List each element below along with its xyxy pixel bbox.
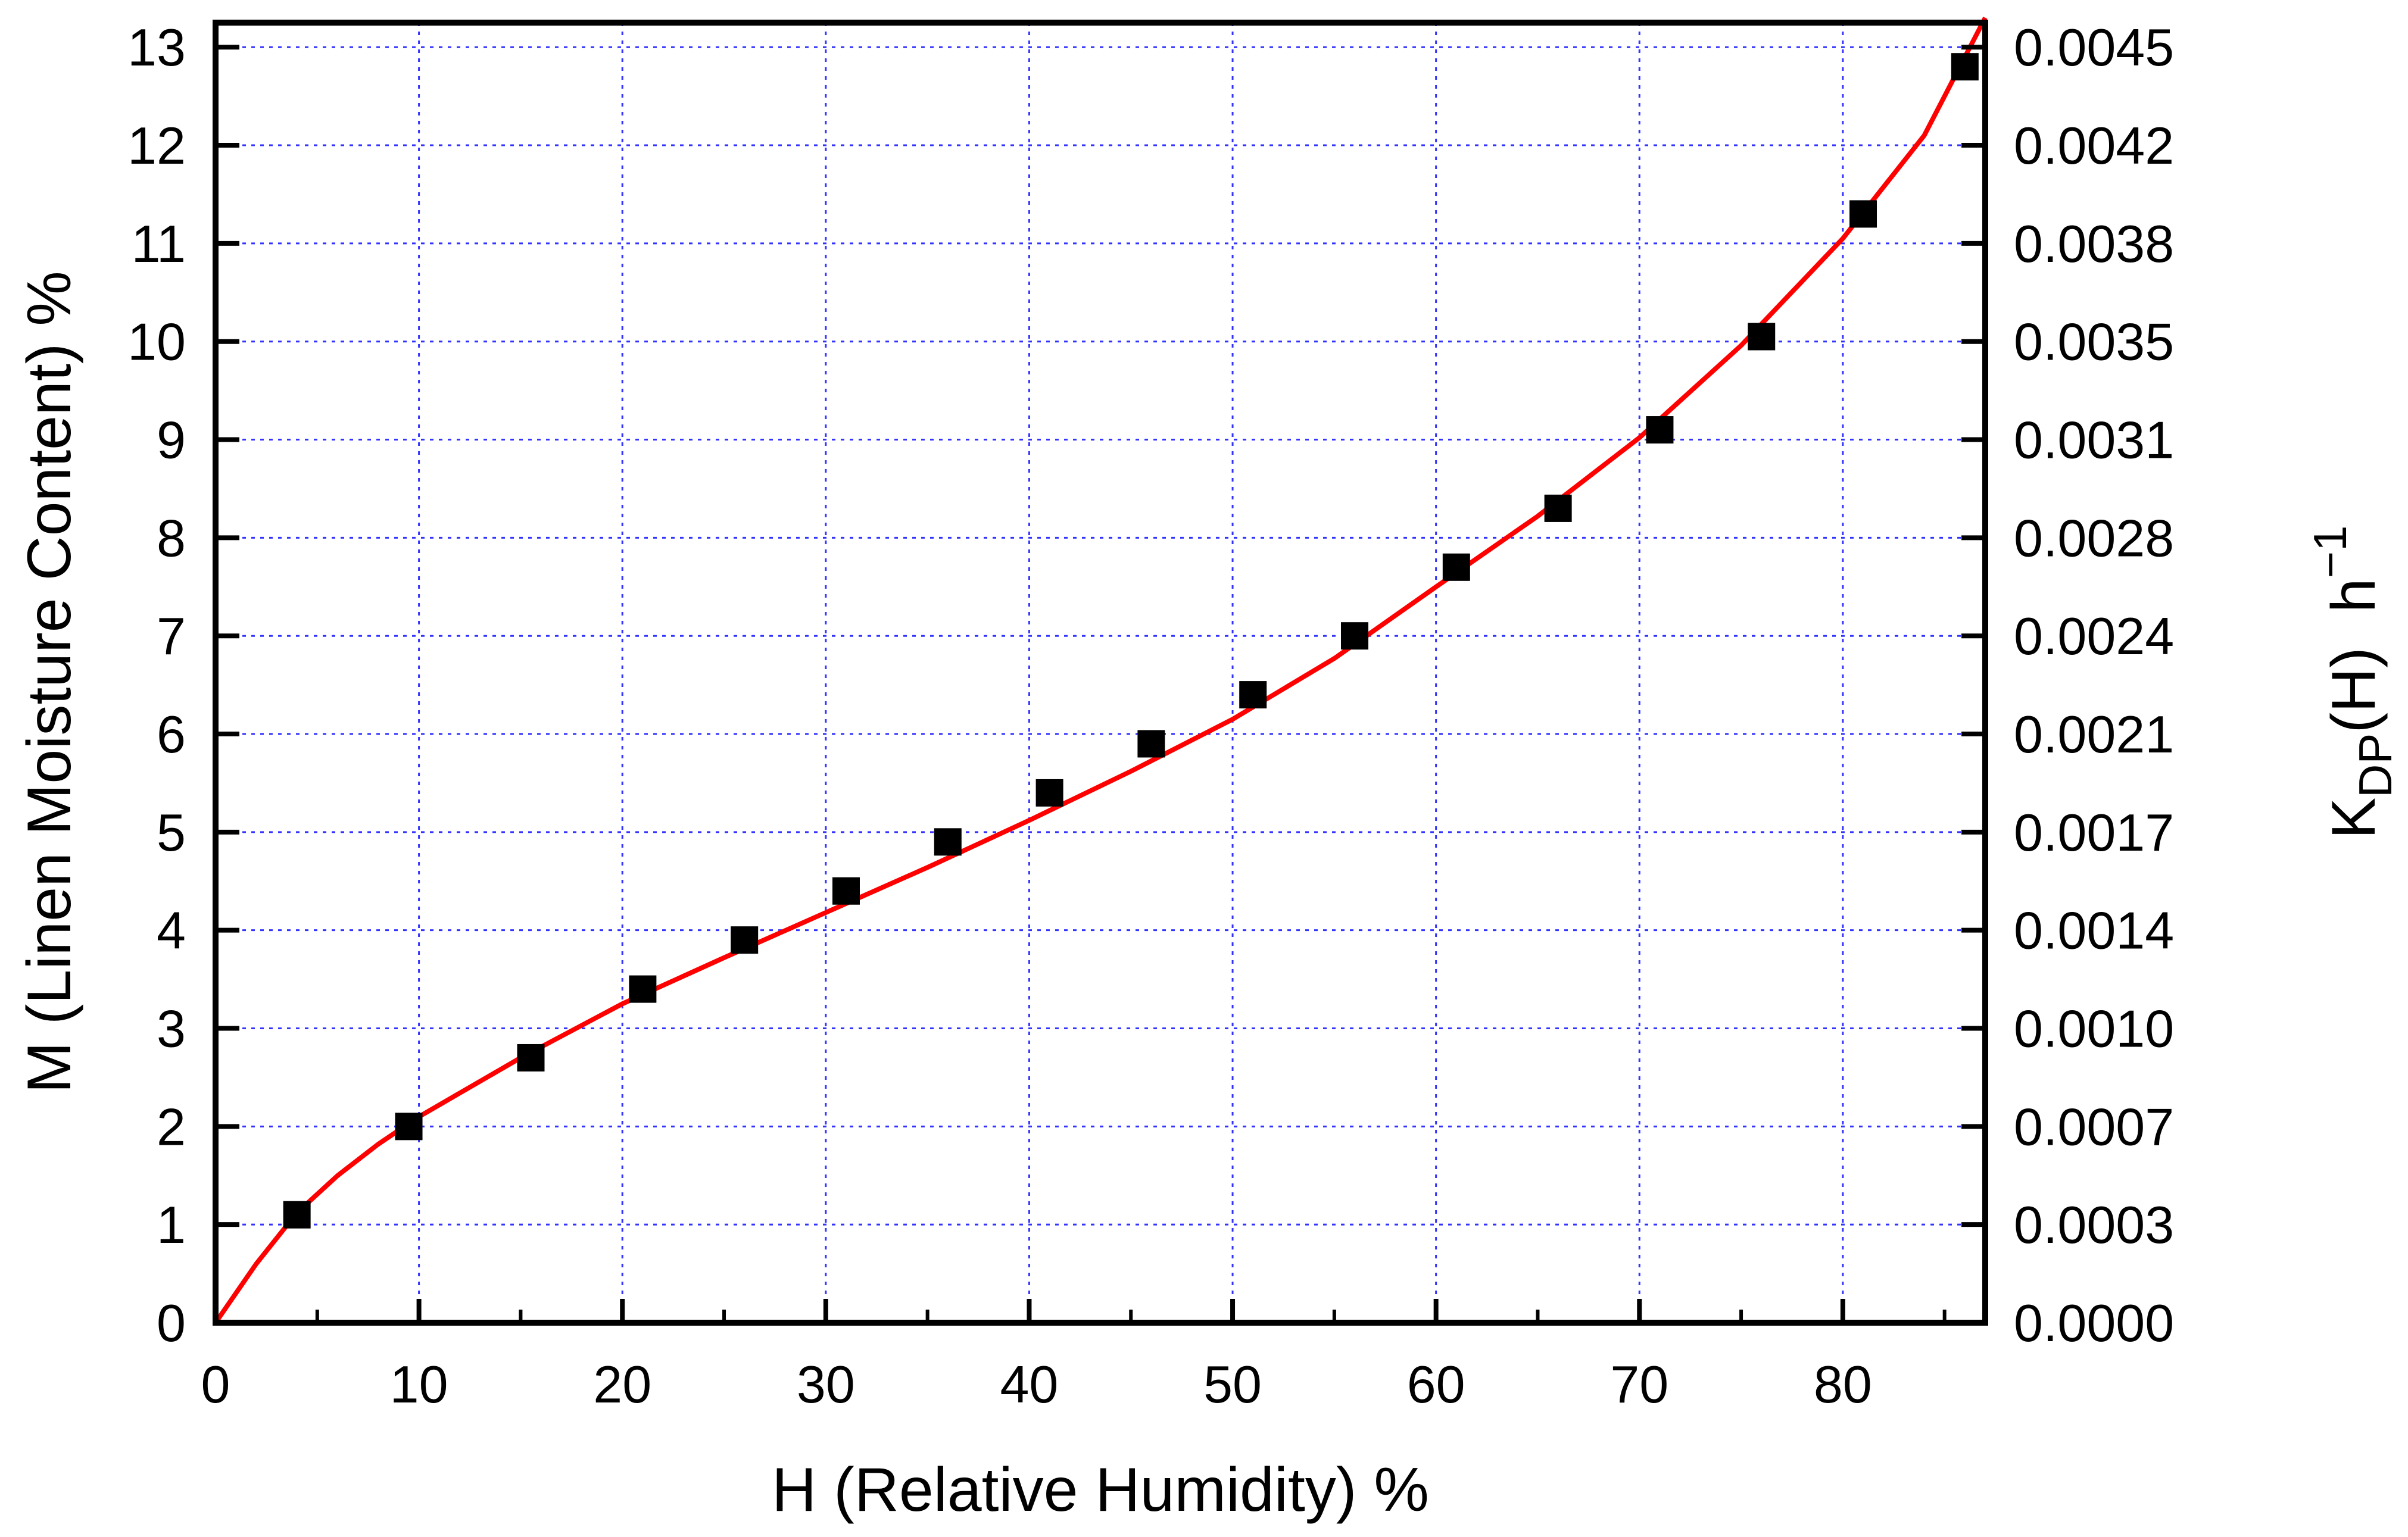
y-tick-label: 0 <box>157 1294 186 1352</box>
y2-tick-label: 0.0028 <box>2014 508 2174 567</box>
y2-axis-title-subscript: DP <box>2349 733 2401 798</box>
x-ticks: 0 10 20 30 40 50 60 70 80 <box>201 1299 1947 1414</box>
x-tick-label: 10 <box>390 1355 448 1414</box>
data-point <box>517 1044 545 1071</box>
y2-tick-label: 0.0024 <box>2014 607 2174 666</box>
data-point <box>731 926 759 954</box>
data-point <box>1646 416 1674 444</box>
data-point <box>832 877 860 905</box>
y2-tick-label: 0.0042 <box>2014 116 2174 175</box>
grid-lines <box>216 23 1985 1323</box>
y2-axis-title-suffix: (H) h <box>2319 579 2388 733</box>
y2-tick-label: 0.0014 <box>2014 901 2174 960</box>
data-point <box>1035 779 1063 807</box>
x-tick-label: 80 <box>1814 1355 1872 1414</box>
data-point <box>1748 323 1776 351</box>
y-tick-label: 8 <box>157 508 186 567</box>
x-tick-label: 30 <box>797 1355 855 1414</box>
x-tick-label: 50 <box>1203 1355 1262 1414</box>
x-tick-label: 70 <box>1610 1355 1668 1414</box>
y-axis-title: M (Linen Moisture Content) % <box>15 271 84 1093</box>
y-tick-label: 1 <box>157 1195 186 1254</box>
x-tick-label: 60 <box>1407 1355 1465 1414</box>
y2-axis-title: KDP(H) h−1 <box>2304 526 2401 839</box>
y-tick-label: 3 <box>157 999 186 1058</box>
data-point <box>1442 553 1470 581</box>
y-tick-label: 9 <box>157 411 186 470</box>
data-point <box>1341 622 1369 650</box>
y-tick-label: 13 <box>127 18 186 77</box>
y-tick-label: 12 <box>127 116 186 175</box>
y2-tick-label: 0.0010 <box>2014 999 2174 1058</box>
data-point <box>629 975 657 1003</box>
plot-frame <box>213 20 1988 1326</box>
data-point-layer <box>283 53 1979 1229</box>
x-axis-title: H (Relative Humidity) % <box>772 1455 1429 1524</box>
y-tick-label: 11 <box>132 214 186 273</box>
y2-tick-label: 0.0035 <box>2014 313 2174 371</box>
y2-tick-label: 0.0021 <box>2014 705 2174 764</box>
y2-tick-label: 0.0017 <box>2014 803 2174 862</box>
y2-axis-title-superscript: −1 <box>2304 526 2356 579</box>
y2-tick-label: 0.0003 <box>2014 1195 2174 1254</box>
fit-curve-layer <box>213 16 1988 1324</box>
y2-axis-title-base: K <box>2319 798 2388 839</box>
data-point <box>1137 730 1165 758</box>
y-tick-label: 2 <box>157 1097 186 1156</box>
x-tick-label: 40 <box>1000 1355 1058 1414</box>
data-point <box>1239 681 1267 709</box>
y-tick-label: 7 <box>157 607 186 666</box>
fit-curve <box>213 16 1988 1324</box>
data-point <box>1544 494 1572 522</box>
y2-tick-label: 0.0045 <box>2014 18 2174 77</box>
y-tick-label: 6 <box>157 705 186 764</box>
x-tick-label: 0 <box>201 1355 230 1414</box>
y2-tick-label: 0.0038 <box>2014 214 2174 273</box>
y-tick-label: 4 <box>157 901 186 960</box>
y2-tick-label: 0.0000 <box>2014 1294 2174 1352</box>
data-point <box>1951 53 1979 81</box>
data-point <box>395 1113 423 1141</box>
data-point <box>1849 200 1877 228</box>
data-point <box>934 828 962 856</box>
x-tick-label: 20 <box>593 1355 651 1414</box>
y-tick-label: 10 <box>127 313 186 371</box>
y2-tick-label: 0.0007 <box>2014 1097 2174 1156</box>
y2-tick-label: 0.0031 <box>2014 411 2174 470</box>
data-point <box>283 1201 311 1229</box>
y2-ticks: 0.0000 0.0003 0.0007 0.0010 0.0014 0.0017 0.00… <box>1961 18 2174 1352</box>
y-tick-label: 5 <box>157 803 186 862</box>
